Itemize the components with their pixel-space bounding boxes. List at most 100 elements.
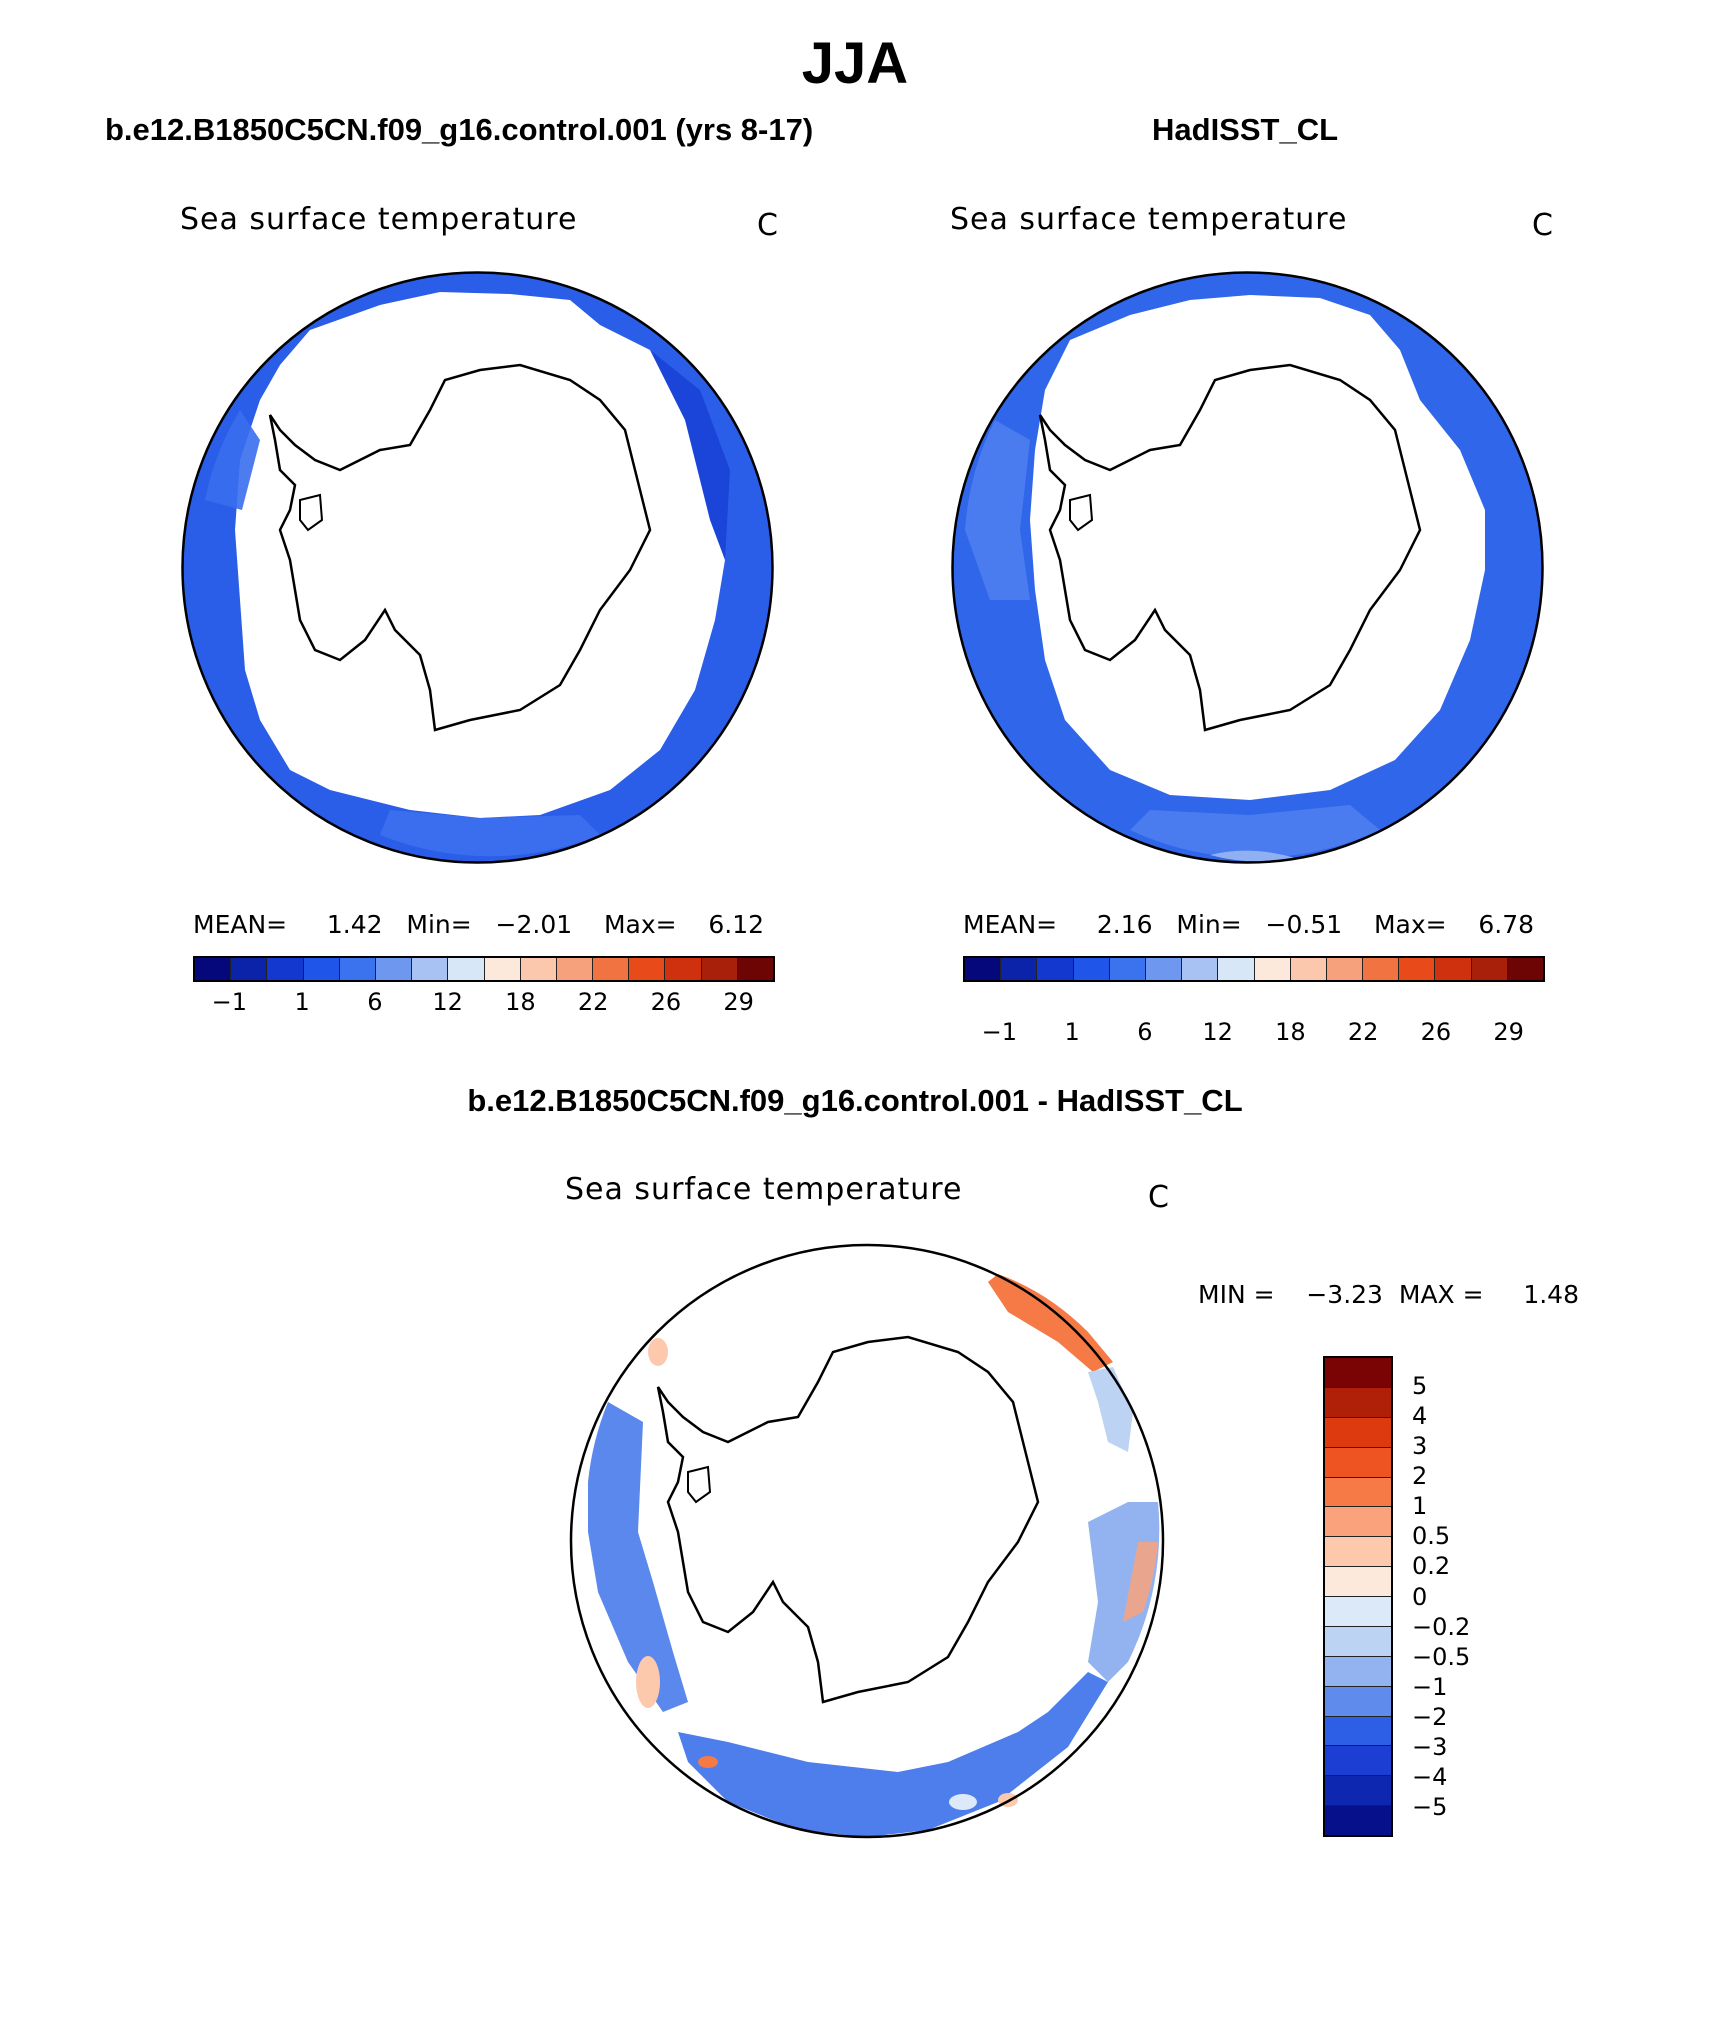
colorbar-cell — [231, 958, 268, 980]
diff-field-west — [588, 1402, 688, 1712]
colorbar-cell — [448, 958, 485, 980]
map-disk — [952, 272, 1543, 863]
colorbar-tick-label: 12 — [1202, 1018, 1233, 1046]
right-plot-title: Sea surface temperature — [950, 202, 1348, 237]
colorbar-cell — [1325, 1626, 1391, 1657]
diff-panel-title: b.e12.B1850C5CN.f09_g16.control.001 - Ha… — [467, 1083, 1243, 1118]
diff-stats: MIN = −3.23 MAX = 1.48 — [1198, 1280, 1579, 1309]
colorbar-tick-label: 29 — [723, 988, 754, 1016]
colorbar-cell — [629, 958, 666, 980]
colorbar-cell — [1001, 958, 1038, 980]
colorbar-tick-label: −3 — [1412, 1732, 1448, 1761]
colorbar-cell — [1325, 1806, 1391, 1835]
colorbar-cell — [1325, 1716, 1391, 1747]
colorbar-cell — [1073, 958, 1110, 980]
diff-warm-spot — [636, 1656, 660, 1708]
colorbar-cell — [520, 958, 557, 980]
colorbar-cell — [1325, 1776, 1391, 1807]
colorbar-cell — [1325, 1656, 1391, 1687]
right-stats: MEAN= 2.16 Min= −0.51 Max= 6.78 — [963, 910, 1534, 939]
colorbar-cell — [1325, 1746, 1391, 1777]
left-stats: MEAN= 1.42 Min= −2.01 Max= 6.12 — [193, 910, 764, 939]
colorbar-cell — [1254, 958, 1291, 980]
colorbar-cell — [1290, 958, 1327, 980]
diff-polar-map — [569, 1243, 1165, 1839]
ice-shelf-outline — [687, 1465, 712, 1504]
colorbar-cell — [1182, 958, 1219, 980]
ocean-band-west — [965, 420, 1030, 600]
left-panel-title: b.e12.B1850C5CN.f09_g16.control.001 (yrs… — [105, 112, 814, 147]
right-mean-label: MEAN= — [963, 910, 1058, 939]
colorbar-tick-label: 29 — [1493, 1018, 1524, 1046]
colorbar-cell — [1325, 1417, 1391, 1448]
diff-plot-title: Sea surface temperature — [565, 1172, 963, 1207]
colorbar-cell — [303, 958, 340, 980]
figure-title: JJA — [801, 31, 909, 96]
right-mean-value: 2.16 — [1096, 910, 1153, 939]
colorbar-tick-label: 4 — [1412, 1402, 1428, 1431]
ocean-band-north — [380, 810, 600, 857]
colorbar-tick-label: −1 — [981, 1018, 1018, 1046]
diff-warm-spot — [698, 1756, 718, 1768]
warm-patch — [1210, 850, 1295, 862]
colorbar-cell — [1325, 1507, 1391, 1538]
left-plot-title: Sea surface temperature — [180, 202, 578, 237]
colorbar-cell — [1145, 958, 1183, 980]
map-disk — [182, 272, 773, 863]
colorbar-cell — [737, 958, 773, 980]
left-max-value: 6.12 — [708, 910, 765, 939]
diff-min-label: MIN = — [1198, 1280, 1275, 1309]
antarctica-coastline — [656, 1335, 1040, 1704]
colorbar-cell — [1325, 1447, 1391, 1478]
colorbar-cell — [195, 958, 232, 980]
ocean-band-east — [650, 350, 730, 560]
colorbar-tick-label: 0.5 — [1412, 1522, 1451, 1551]
colorbar-tick-label: 0.2 — [1412, 1552, 1451, 1581]
diff-colorbar — [1323, 1356, 1393, 1837]
ice-shelf-outline — [1069, 493, 1094, 532]
right-min-label: Min= — [1176, 910, 1242, 939]
colorbar-cell — [1325, 1477, 1391, 1508]
diff-warm-spot — [949, 1794, 977, 1810]
left-min-value: −2.01 — [495, 910, 573, 939]
left-min-label: Min= — [406, 910, 472, 939]
diff-warm-east — [1123, 1542, 1158, 1622]
diff-warm-northeast — [988, 1274, 1113, 1372]
colorbar-cell — [1399, 958, 1436, 980]
right-colorbar — [963, 956, 1545, 982]
colorbar-cell — [1325, 1686, 1391, 1717]
left-colorbar-ticks: −1 1 6 12 18 22 26 29 — [193, 988, 775, 1018]
colorbar-cell — [267, 958, 304, 980]
colorbar-cell — [1109, 958, 1146, 980]
diff-max-value: 1.48 — [1523, 1280, 1579, 1309]
colorbar-cell — [484, 958, 521, 980]
diff-min-value: −3.23 — [1306, 1280, 1383, 1309]
antarctica-coastline — [268, 363, 652, 732]
colorbar-tick-label: 12 — [432, 988, 463, 1016]
colorbar-cell — [1363, 958, 1400, 980]
colorbar-tick-label: 2 — [1412, 1462, 1428, 1491]
right-polar-map — [951, 271, 1544, 864]
colorbar-tick-label: 22 — [577, 988, 609, 1016]
diff-warm-spot — [648, 1338, 668, 1366]
ocean-band-north — [1130, 805, 1380, 858]
colorbar-cell — [1325, 1387, 1391, 1418]
diff-max-label: MAX = — [1398, 1280, 1484, 1309]
map-boundary — [569, 1243, 1165, 1839]
colorbar-tick-label: 22 — [1347, 1018, 1379, 1046]
colorbar-cell — [1325, 1567, 1391, 1597]
left-colorbar — [193, 956, 775, 982]
colorbar-cell — [1326, 958, 1364, 980]
left-polar-map — [181, 271, 774, 864]
colorbar-tick-label: 18 — [1275, 1018, 1306, 1046]
colorbar-cell — [1218, 958, 1255, 980]
ocean-band-west — [205, 410, 260, 510]
ice-shelf-outline — [299, 493, 324, 532]
colorbar-cell — [412, 958, 449, 980]
colorbar-cell — [665, 958, 702, 980]
colorbar-cell — [701, 958, 738, 980]
colorbar-tick-label: 3 — [1412, 1432, 1428, 1461]
colorbar-tick-label: −1 — [211, 988, 248, 1016]
colorbar-tick-label: 6 — [1137, 1018, 1153, 1046]
left-units-label: C — [757, 208, 778, 243]
